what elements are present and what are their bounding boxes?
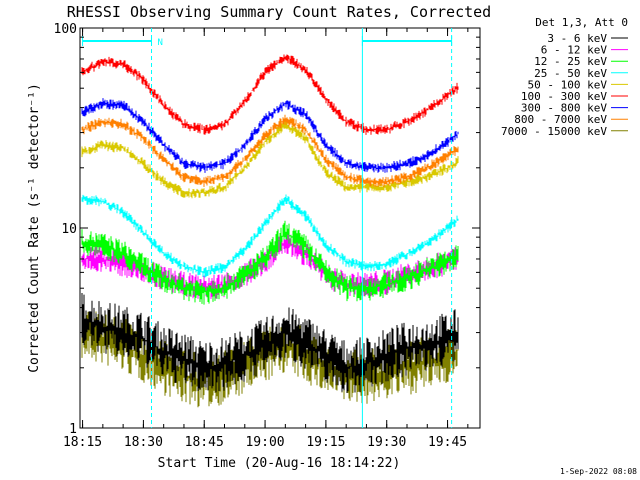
flag-marker-N: N xyxy=(158,38,163,48)
series-800-7000keV xyxy=(81,114,459,188)
series-300-800keV xyxy=(81,98,459,173)
legend-label: 50 - 100 keV xyxy=(528,78,608,91)
legend-label: 7000 - 15000 keV xyxy=(501,125,607,138)
legend-label: 800 - 7000 keV xyxy=(514,113,607,126)
series-25-50keV xyxy=(81,194,459,278)
y-axis: 1 10 100 xyxy=(54,22,480,437)
chart-title: RHESSI Observing Summary Count Rates, Co… xyxy=(67,3,491,21)
flag-layer: N xyxy=(82,36,453,48)
legend-header: Det 1,3, Att 0 xyxy=(535,16,628,29)
x-tick-label: 18:45 xyxy=(185,435,224,450)
x-tick-label: 19:45 xyxy=(428,435,467,450)
series-12-25keV xyxy=(81,220,459,305)
series-layer xyxy=(81,54,459,408)
y-tick-label: 10 xyxy=(61,222,77,237)
legend-label: 25 - 50 keV xyxy=(534,67,607,80)
y-axis-label: Corrected Count Rate (s⁻¹ detector⁻¹) xyxy=(27,83,42,373)
vline-layer xyxy=(151,28,453,428)
legend-label: 6 - 12 keV xyxy=(541,44,608,57)
y-tick-label: 100 xyxy=(54,22,77,37)
x-axis-label: Start Time (20-Aug-16 18:14:22) xyxy=(158,456,401,471)
series-50-100keV xyxy=(81,120,459,199)
legend-label: 300 - 800 keV xyxy=(521,102,607,115)
x-tick-label: 18:30 xyxy=(124,435,163,450)
plot-area: N xyxy=(79,27,481,429)
x-tick-label: 18:15 xyxy=(63,435,102,450)
series-100-300keV xyxy=(81,54,459,135)
series-3-6keV xyxy=(81,293,459,393)
x-tick-label: 19:30 xyxy=(367,435,406,450)
x-tick-label: 19:15 xyxy=(306,435,345,450)
legend-label: 100 - 300 keV xyxy=(521,90,607,103)
x-axis: 18:15 18:30 18:45 19:00 19:15 19:30 19:45 xyxy=(63,28,469,450)
legend-label: 12 - 25 keV xyxy=(534,55,607,68)
x-tick-label: 19:00 xyxy=(245,435,284,450)
y-tick-label: 1 xyxy=(69,422,77,437)
legend-label: 3 - 6 keV xyxy=(547,32,607,45)
footer-date: 1-Sep-2022 08:08 xyxy=(560,467,637,476)
